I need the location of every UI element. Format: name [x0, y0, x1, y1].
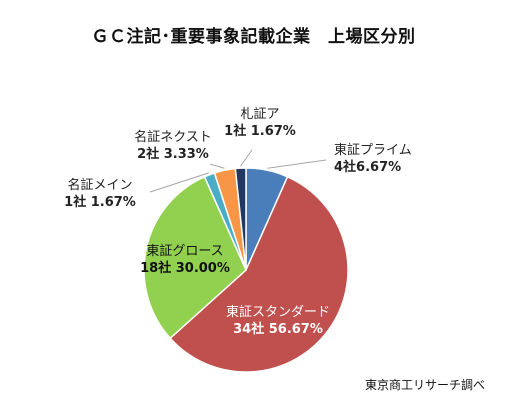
label-sassho-ambitious: 札証ア 1社 1.67%: [210, 106, 310, 140]
slice-tosho-standard: [169, 175, 349, 373]
label-tosho-prime-value: 4社6.67%: [334, 160, 402, 175]
label-tosho-growth-value: 18社 30.00%: [140, 261, 230, 276]
label-meisho-main-value: 1社 1.67%: [64, 195, 136, 210]
label-tosho-standard-name: 東証スタンダード: [225, 305, 330, 320]
label-meisho-next-value: 2社 3.33%: [137, 147, 209, 162]
source-note: 東京商工リサーチ調べ: [364, 378, 485, 392]
leader-line-sassho-ambitious: [240, 149, 253, 167]
leader-line-tosho-prime: [267, 159, 327, 169]
label-tosho-prime-name: 東証プライム: [334, 143, 412, 158]
label-sassho-ambitious-value: 1社 1.67%: [224, 124, 296, 139]
leader-line-meisho-main: [149, 172, 209, 193]
label-tosho-prime: 東証プライム 4社6.67%: [334, 142, 412, 176]
label-meisho-main-name: 名証メイン: [67, 178, 133, 193]
label-meisho-main: 名証メイン 1社 1.67%: [50, 177, 150, 211]
chart-title: ＧＣ注記･重要事象記載企業 上場区分別: [91, 27, 416, 47]
label-meisho-next: 名証ネクスト 2社 3.33%: [118, 129, 228, 163]
label-meisho-next-name: 名証ネクスト: [134, 130, 212, 145]
label-tosho-standard: 東証スタンダード 34社 56.67%: [218, 304, 338, 338]
label-tosho-growth-name: 東証グロース: [146, 244, 224, 259]
slice-tosho-growth: [143, 175, 247, 340]
label-tosho-standard-value: 34社 56.67%: [233, 322, 323, 337]
label-sassho-ambitious-name: 札証ア: [240, 107, 280, 122]
label-tosho-growth: 東証グロース 18社 30.00%: [130, 243, 240, 277]
leader-line-meisho-next: [209, 163, 225, 169]
slice-sassho-ambitious: [234, 167, 247, 271]
